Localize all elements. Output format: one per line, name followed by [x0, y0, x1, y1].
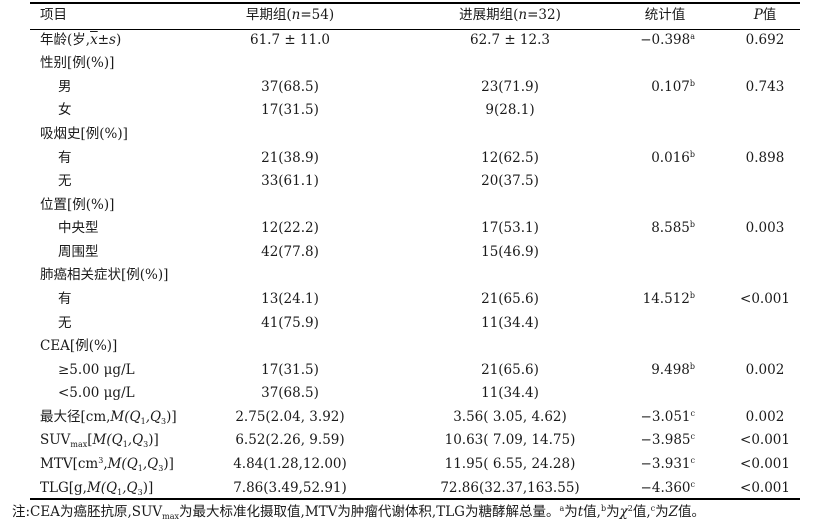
row-smoking-no-progressive: 20(37.5) — [481, 173, 539, 189]
row-male-label: 男 — [58, 79, 72, 95]
row-mtv-stat: −3.931c — [640, 456, 695, 472]
row-smoking-stat: 0.016b — [651, 150, 695, 166]
header-early-group: 早期组(n=54) — [245, 7, 335, 23]
row-tlg-label: TLG[g,M(Q1,Q3)] — [40, 480, 154, 497]
row-tlg-stat: −4.360c — [640, 480, 695, 496]
row-male-early: 37(68.5) — [261, 79, 319, 95]
row-smoking-yes-progressive: 12(62.5) — [481, 150, 539, 166]
table-footnote: 注:CEA为癌胚抗原,SUVmax为最大标准化摄取值,MTV为肿瘤代谢体积,TL… — [12, 504, 706, 521]
row-location-stat: 8.585b — [651, 220, 695, 236]
row-max-diameter-early: 2.75(2.04, 3.92) — [235, 409, 345, 425]
row-suvmax-early: 6.52(2.26, 9.59) — [235, 432, 345, 448]
row-smoking-p: 0.898 — [745, 150, 785, 166]
row-mtv-early: 4.84(1.28,12.00) — [233, 456, 347, 472]
row-smoking-yes-label: 有 — [58, 150, 72, 166]
row-female-progressive: 9(28.1) — [485, 102, 535, 118]
row-symptoms-label: 肺癌相关症状[例(%)] — [40, 267, 169, 283]
row-cea-low-label: <5.00 μg/L — [58, 385, 135, 401]
row-sex-label: 性别[例(%)] — [40, 55, 115, 71]
row-symptoms-p: <0.001 — [740, 291, 790, 307]
row-suvmax-label: SUVmax[M(Q1,Q3)] — [40, 432, 159, 449]
row-symptoms-stat: 14.512b — [642, 291, 695, 307]
row-symptoms-no-progressive: 11(34.4) — [481, 315, 539, 331]
row-male-p: 0.743 — [745, 79, 785, 95]
row-cea-high-label: ≥5.00 μg/L — [58, 362, 135, 378]
row-peripheral-early: 42(77.8) — [261, 244, 319, 260]
row-smoking-no-early: 33(61.1) — [261, 173, 319, 189]
table-top-rule — [30, 2, 800, 4]
row-suvmax-p: <0.001 — [740, 432, 790, 448]
row-peripheral-label: 周围型 — [58, 244, 99, 260]
row-age-label: 年龄(岁,x±s) — [40, 32, 122, 48]
row-location-label: 位置[例(%)] — [40, 197, 115, 213]
row-smoking-label: 吸烟史[例(%)] — [40, 126, 128, 142]
row-smoking-yes-early: 21(38.9) — [261, 150, 319, 166]
row-symptoms-yes-label: 有 — [58, 291, 72, 307]
header-progressive-group: 进展期组(n=32) — [459, 7, 561, 23]
row-suvmax-stat: −3.985c — [640, 432, 695, 448]
row-cea-stat: 9.498b — [651, 362, 695, 378]
row-central-label: 中央型 — [58, 220, 99, 236]
row-cea-low-early: 37(68.5) — [261, 385, 319, 401]
header-p-value: P值 — [753, 7, 777, 23]
row-tlg-progressive: 72.86(32.37,163.55) — [440, 480, 580, 496]
row-symptoms-yes-early: 13(24.1) — [261, 291, 319, 307]
row-max-diameter-label: 最大径[cm,M(Q1,Q3)] — [40, 409, 177, 426]
row-location-p: 0.003 — [745, 220, 785, 236]
row-symptoms-no-label: 无 — [58, 315, 72, 331]
row-central-early: 12(22.2) — [261, 220, 319, 236]
row-cea-p: 0.002 — [745, 362, 785, 378]
row-tlg-p: <0.001 — [740, 480, 790, 496]
row-smoking-no-label: 无 — [58, 173, 72, 189]
row-female-early: 17(31.5) — [261, 102, 319, 118]
row-male-progressive: 23(71.9) — [481, 79, 539, 95]
row-symptoms-no-early: 41(75.9) — [261, 315, 319, 331]
row-mtv-progressive: 11.95( 6.55, 24.28) — [444, 456, 576, 472]
row-tlg-early: 7.86(3.49,52.91) — [233, 480, 347, 496]
row-cea-high-early: 17(31.5) — [261, 362, 319, 378]
row-male-stat: 0.107b — [651, 79, 695, 95]
row-cea-low-progressive: 11(34.4) — [481, 385, 539, 401]
row-cea-label: CEA[例(%)] — [40, 338, 118, 354]
header-item: 项目 — [40, 7, 67, 23]
row-peripheral-progressive: 15(46.9) — [481, 244, 539, 260]
table-bottom-rule — [30, 498, 800, 500]
row-age-stat: −0.398a — [640, 32, 695, 48]
row-symptoms-yes-progressive: 21(65.6) — [481, 291, 539, 307]
row-max-diameter-progressive: 3.56( 3.05, 4.62) — [453, 409, 567, 425]
row-mtv-p: <0.001 — [740, 456, 790, 472]
row-max-diameter-p: 0.002 — [745, 409, 785, 425]
row-central-progressive: 17(53.1) — [481, 220, 539, 236]
row-max-diameter-stat: −3.051c — [640, 409, 695, 425]
row-mtv-label: MTV[cm3,M(Q1,Q3)] — [40, 456, 174, 473]
row-age-progressive: 62.7 ± 12.3 — [469, 32, 550, 48]
table-header-rule — [30, 29, 800, 30]
row-age-p: 0.692 — [745, 32, 785, 48]
header-statistic: 统计值 — [644, 7, 686, 23]
row-suvmax-progressive: 10.63( 7.09, 14.75) — [444, 432, 576, 448]
row-cea-high-progressive: 21(65.6) — [481, 362, 539, 378]
row-female-label: 女 — [58, 102, 72, 118]
row-age-early: 61.7 ± 11.0 — [249, 32, 330, 48]
